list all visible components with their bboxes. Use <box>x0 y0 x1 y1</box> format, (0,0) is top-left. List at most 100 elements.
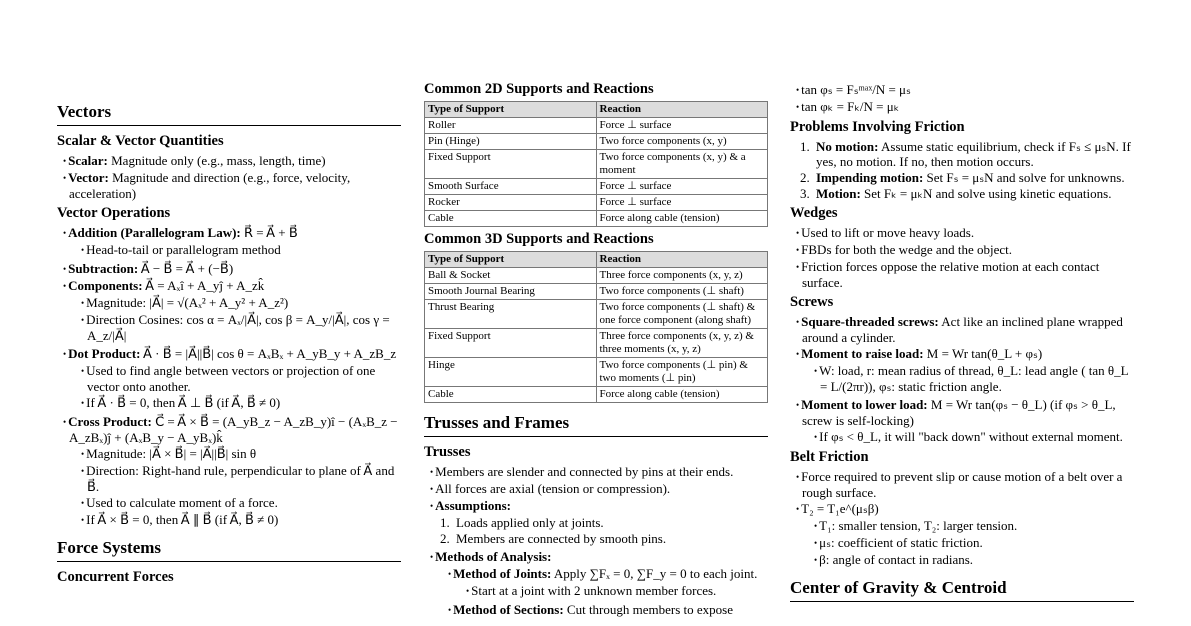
item-number: 2. <box>800 170 810 185</box>
list-item: Force required to prevent slip or cause … <box>790 469 1134 500</box>
support-type-cell: Fixed Support <box>424 149 597 179</box>
list-item: If φₛ < θ_L, it will "back down" without… <box>808 429 1134 445</box>
column-header: Type of Support <box>424 251 597 268</box>
item-label: Method of Sections: <box>453 602 564 617</box>
table-row: Cable Force along cable (tension) <box>424 386 768 403</box>
item-label: Moment to lower load: <box>801 397 928 412</box>
list-item: Moment to lower load: M = Wr tan(φₛ − θ_… <box>790 397 1134 445</box>
item-text: A⃗ = Aₓî + A_yĵ + A_zk̂ <box>142 278 265 293</box>
subsection-heading: Vector Operations <box>57 205 171 221</box>
item-label: Vector: <box>68 170 109 185</box>
item-text: Act like an inclined plane wrapped aroun… <box>802 314 1123 345</box>
item-text: A⃗ · B⃗ = |A⃗||B⃗| cos θ = AₓBₓ + A_yB_y… <box>140 346 397 361</box>
list-item: μₛ: coefficient of static friction. <box>808 535 1134 551</box>
support-type-cell: Cable <box>424 386 597 403</box>
item-number: 1. <box>440 515 450 530</box>
reaction-cell: Three force components (x, y, z) <box>595 267 768 284</box>
support-type-cell: Fixed Support <box>424 328 597 358</box>
support-type-cell: Ball & Socket <box>424 267 597 284</box>
section-heading: Vectors <box>57 102 401 126</box>
list-item: Used to calculate moment of a force. <box>75 495 401 511</box>
subsection-heading: Problems Involving Friction <box>790 119 965 135</box>
table-row: Roller Force ⊥ surface <box>424 117 768 134</box>
table-row: Ball & Socket Three force components (x, … <box>424 267 768 284</box>
item-label: Impending motion: <box>816 170 924 185</box>
list-item: If A⃗ × B⃗ = 0, then A⃗ ∥ B⃗ (if A⃗, B⃗ … <box>75 512 401 528</box>
item-text: Magnitude: |A⃗ × B⃗| = |A⃗||B⃗| sin θ <box>86 446 257 461</box>
list-item: Moment to raise load: M = Wr tan(θ_L + φ… <box>790 346 1134 394</box>
list-item: Used to lift or move heavy loads. <box>790 225 1134 241</box>
column-header: Type of Support <box>424 101 597 118</box>
list-item: Method of Sections: Cut through members … <box>442 602 768 618</box>
item-label: Components: <box>68 278 143 293</box>
item-label: Subtraction: <box>68 261 139 276</box>
item-text: W: load, r: mean radius of thread, θ_L: … <box>819 363 1129 394</box>
sub-list: T₁: smaller tension, T₂: larger tension.… <box>808 518 1134 568</box>
reaction-cell: Force ⊥ surface <box>595 194 768 211</box>
item-label: Cross Product: <box>68 414 152 429</box>
support-type-cell: Cable <box>424 210 597 227</box>
list-item: Vector: Magnitude and direction (e.g., f… <box>57 170 401 201</box>
list-item: Subtraction: A⃗ − B⃗ = A⃗ + (−B⃗) <box>57 261 401 277</box>
subsection-heading: Common 3D Supports and Reactions <box>424 231 654 247</box>
list-item: tan φₖ = Fₖ/N = μₖ <box>790 99 1134 115</box>
list-item: T₁: smaller tension, T₂: larger tension. <box>808 518 1134 534</box>
table-row: Hinge Two force components (⊥ pin) & two … <box>424 357 768 387</box>
item-text: Direction Cosines: cos α = Aₓ/|A⃗|, cos … <box>86 312 390 343</box>
support-type-cell: Smooth Surface <box>424 178 597 195</box>
item-text: Cut through members to expose <box>563 602 733 617</box>
list-item: Assumptions: 1. Loads applied only at join… <box>424 498 768 546</box>
list-item: Scalar: Magnitude only (e.g., mass, leng… <box>57 153 401 169</box>
item-text: Members are slender and connected by pin… <box>435 464 734 479</box>
item-label: Moment to raise load: <box>801 346 924 361</box>
item-label: Assumptions: <box>435 498 512 513</box>
bullet-list: Addition (Parallelogram Law): R⃗ = A⃗ + … <box>57 225 401 528</box>
subsection-heading: Belt Friction <box>790 449 869 465</box>
list-item: Dot Product: A⃗ · B⃗ = |A⃗||B⃗| cos θ = … <box>57 346 401 411</box>
section-heading: Center of Gravity & Centroid <box>790 578 1134 602</box>
reaction-cell: Force ⊥ surface <box>595 178 768 195</box>
item-label: Square-threaded screws: <box>801 314 939 329</box>
item-text: A⃗ − B⃗ = A⃗ + (−B⃗) <box>138 261 234 276</box>
item-text: FBDs for both the wedge and the object. <box>801 242 1012 257</box>
subsection-heading: Scalar & Vector Quantities <box>57 133 224 149</box>
reaction-cell: Two force components (x, y) <box>595 133 768 150</box>
table-row: Pin (Hinge) Two force components (x, y) <box>424 133 768 150</box>
item-text: R⃗ = A⃗ + B⃗ <box>240 225 298 240</box>
list-item: Head-to-tail or parallelogram method <box>75 242 401 258</box>
list-item: W: load, r: mean radius of thread, θ_L: … <box>808 363 1134 394</box>
subsection-heading: Concurrent Forces <box>57 569 174 585</box>
item-text: tan φₛ = Fₛᵐᵃˣ/N = μₛ <box>801 82 911 97</box>
subsection-heading: Wedges <box>790 205 838 221</box>
supports-table: Type of Support Reaction Ball & Socket Thre… <box>424 251 768 403</box>
item-text: Loads applied only at joints. <box>456 515 604 530</box>
reaction-cell: Two force components (x, y) & a moment <box>595 149 768 179</box>
bullet-list: Force required to prevent slip or cause … <box>790 469 1134 568</box>
item-text: C⃗ = A⃗ × B⃗ = (A_yB_z − A_zB_y)î − (AₓB… <box>69 414 398 445</box>
numbered-item: 3. Motion: Set Fₖ = μₖN and solve using k… <box>790 186 1134 201</box>
table-row: Fixed Support Three force components (x, … <box>424 328 768 358</box>
item-text: If φₛ < θ_L, it will "back down" without… <box>819 429 1123 444</box>
reaction-cell: Force along cable (tension) <box>595 386 768 403</box>
column-1: Vectors Scalar & Vector Quantities Scalar:… <box>57 92 401 589</box>
item-number: 3. <box>800 186 810 201</box>
sub-list: Magnitude: |A⃗| = √(Aₓ² + A_y² + A_z²) Di… <box>75 295 401 343</box>
numbered-item: 1. Loads applied only at joints. <box>436 515 768 530</box>
item-text: tan φₖ = Fₖ/N = μₖ <box>801 99 900 114</box>
item-text: Used to calculate moment of a force. <box>86 495 278 510</box>
item-label: Method of Joints: <box>453 566 552 581</box>
column-header: Reaction <box>595 101 768 118</box>
item-text: Direction: Right-hand rule, perpendicula… <box>86 463 395 494</box>
item-text: If A⃗ × B⃗ = 0, then A⃗ ∥ B⃗ (if A⃗, B⃗ … <box>86 512 279 527</box>
item-label: No motion: <box>816 139 879 154</box>
numbered-list: 1. No motion: Assume static equilibrium, … <box>790 139 1134 201</box>
section-heading: Force Systems <box>57 538 401 562</box>
table-row: Thrust Bearing Two force components (⊥ sh… <box>424 299 768 329</box>
table-row: Smooth Journal Bearing Two force componen… <box>424 283 768 300</box>
numbered-sub-list: 1. Loads applied only at joints. 2. Members… <box>436 515 768 546</box>
item-text: β: angle of contact in radians. <box>819 552 974 567</box>
item-text: Force required to prevent slip or cause … <box>801 469 1123 500</box>
item-number: 2. <box>440 531 450 546</box>
list-item: Direction Cosines: cos α = Aₓ/|A⃗|, cos … <box>75 312 401 343</box>
list-item: Used to find angle between vectors or pr… <box>75 363 401 394</box>
